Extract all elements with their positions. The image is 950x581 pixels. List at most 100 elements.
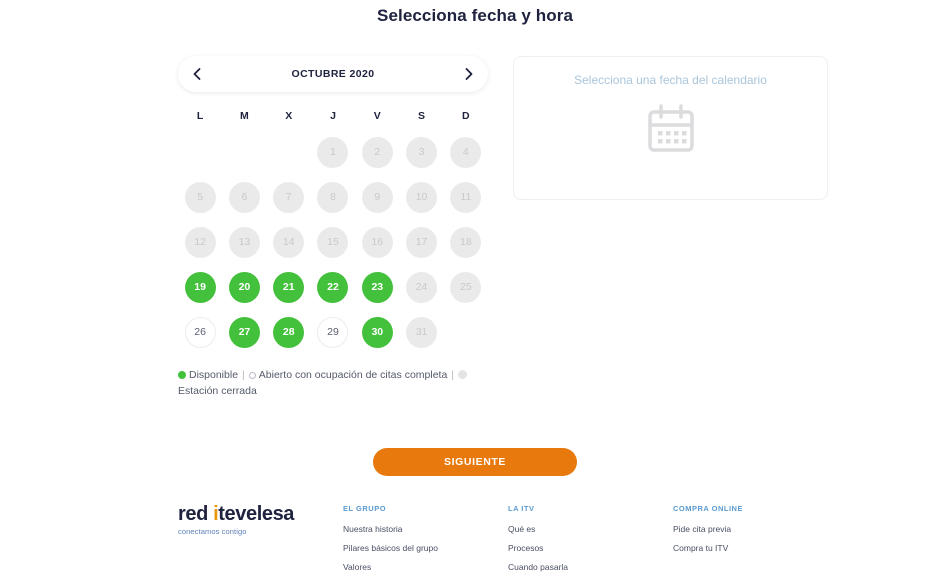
calendar-day-cell: 3 bbox=[399, 134, 443, 171]
calendar-day-blank bbox=[222, 134, 266, 171]
next-month-button[interactable] bbox=[454, 59, 484, 89]
calendar-day-21[interactable]: 21 bbox=[273, 272, 305, 303]
calendar-day-cell: 13 bbox=[222, 224, 266, 261]
calendar-day-3: 3 bbox=[406, 137, 438, 168]
weekday-label: L bbox=[196, 110, 204, 122]
calendar-day-cell: 14 bbox=[267, 224, 311, 261]
calendar-day-12: 12 bbox=[184, 227, 216, 258]
calendar-day-cell: 16 bbox=[355, 224, 399, 261]
footer-link[interactable]: Pilares básicos del grupo bbox=[343, 542, 438, 553]
footer-link[interactable]: Valores bbox=[343, 561, 372, 572]
calendar-day-8: 8 bbox=[317, 182, 349, 213]
footer-link[interactable]: Procesos bbox=[508, 542, 544, 553]
footer-column-el-grupo: EL GRUPO Nuestra historia Pilares básico… bbox=[343, 504, 508, 581]
calendar-day-cell: 1 bbox=[311, 134, 355, 171]
calendar-day-cell: 25 bbox=[444, 269, 488, 306]
footer-link[interactable]: Compra tu ITV bbox=[673, 542, 729, 553]
legend-full-icon bbox=[248, 372, 256, 379]
calendar-day-14: 14 bbox=[273, 227, 305, 258]
calendar-day-25: 25 bbox=[450, 272, 482, 303]
logo-text-before: red bbox=[178, 502, 214, 525]
footer-column-compra-online: COMPRA ONLINE Pide cita previa Compra tu… bbox=[673, 504, 853, 581]
calendar-day-20[interactable]: 20 bbox=[228, 272, 260, 303]
calendar-day-22[interactable]: 22 bbox=[317, 272, 349, 303]
calendar-day-30[interactable]: 30 bbox=[361, 317, 393, 348]
footer-link[interactable]: Qué es bbox=[508, 523, 536, 534]
calendar-day-cell: 19 bbox=[178, 269, 222, 306]
legend-available-label: Disponible bbox=[189, 369, 239, 381]
calendar-day-4: 4 bbox=[450, 137, 482, 168]
footer-heading: COMPRA ONLINE bbox=[673, 503, 743, 513]
calendar-day-18: 18 bbox=[450, 227, 482, 258]
weekday-label: D bbox=[462, 110, 470, 122]
footer-logo[interactable]: red itevelesa conectamos contigo bbox=[178, 504, 343, 581]
calendar-day-cell: 2 bbox=[355, 134, 399, 171]
calendar-weekday-header: L M X J V S D bbox=[178, 110, 488, 122]
calendar-day-17: 17 bbox=[406, 227, 438, 258]
calendar-day-13: 13 bbox=[228, 227, 260, 258]
calendar-day-cell: 8 bbox=[311, 179, 355, 216]
calendar-day-26[interactable]: 26 bbox=[184, 317, 216, 348]
logo-text: red itevelesa bbox=[178, 504, 343, 524]
calendar-day-11: 11 bbox=[450, 182, 482, 213]
calendar-legend: Disponible | Abierto con ocupación de cita… bbox=[178, 367, 478, 400]
calendar-day-cell: 27 bbox=[222, 314, 266, 351]
calendar-day-cell: 7 bbox=[267, 179, 311, 216]
calendar-day-10: 10 bbox=[406, 182, 438, 213]
prev-month-button[interactable] bbox=[182, 59, 212, 89]
calendar-day-16: 16 bbox=[361, 227, 393, 258]
calendar-day-28[interactable]: 28 bbox=[273, 317, 305, 348]
legend-separator: | bbox=[451, 369, 455, 381]
calendar-day-cell: 21 bbox=[267, 269, 311, 306]
footer-link[interactable]: Cuando pasarla bbox=[508, 561, 569, 572]
day-placeholder bbox=[185, 137, 216, 168]
calendar-day-cell: 17 bbox=[399, 224, 443, 261]
day-placeholder bbox=[273, 137, 304, 168]
weekday-label: J bbox=[330, 110, 336, 122]
calendar-day-cell: 24 bbox=[399, 269, 443, 306]
legend-closed-label: Estación cerrada bbox=[178, 385, 257, 398]
calendar-day-1: 1 bbox=[317, 137, 349, 168]
calendar-day-7: 7 bbox=[273, 182, 305, 213]
weekday-label: X bbox=[285, 110, 293, 122]
calendar-day-cell: 9 bbox=[355, 179, 399, 216]
chevron-left-icon bbox=[193, 68, 201, 80]
logo-accent-letter: i bbox=[213, 502, 219, 525]
footer-link[interactable]: Pide cita previa bbox=[673, 523, 732, 534]
calendar-day-cell: 28 bbox=[267, 314, 311, 351]
calendar-day-23[interactable]: 23 bbox=[361, 272, 393, 303]
calendar-day-cell: 26 bbox=[178, 314, 222, 351]
calendar-day-24: 24 bbox=[406, 272, 438, 303]
footer: red itevelesa conectamos contigo EL GRUP… bbox=[0, 476, 950, 581]
calendar-day-29[interactable]: 29 bbox=[317, 317, 349, 348]
calendar-day-cell: 6 bbox=[222, 179, 266, 216]
calendar-day-cell: 5 bbox=[178, 179, 222, 216]
legend-closed-icon bbox=[458, 370, 468, 379]
calendar-day-2: 2 bbox=[361, 137, 393, 168]
calendar-day-5: 5 bbox=[184, 182, 216, 213]
calendar-day-15: 15 bbox=[317, 227, 349, 258]
calendar-day-19[interactable]: 19 bbox=[184, 272, 216, 303]
legend-full-label: Abierto con ocupación de citas completa bbox=[258, 369, 448, 381]
calendar-days-grid: 1 2 3 4 5 6 7 8 9 10 11 12 13 14 15 16 17 18 19 20 21 22 23 24 2… bbox=[178, 134, 488, 351]
calendar-day-cell: 22 bbox=[311, 269, 355, 306]
calendar-day-cell: 20 bbox=[222, 269, 266, 306]
calendar-day-cell: 30 bbox=[355, 314, 399, 351]
calendar-day-cell: 4 bbox=[444, 134, 488, 171]
footer-link[interactable]: Nuestra historia bbox=[343, 523, 403, 534]
calendar-day-cell: 29 bbox=[311, 314, 355, 351]
footer-column-la-itv: LA ITV Qué es Procesos Cuando pasarla bbox=[508, 504, 673, 581]
next-button[interactable]: SIGUIENTE bbox=[373, 447, 577, 476]
legend-separator: | bbox=[242, 369, 245, 381]
calendar-day-cell: 18 bbox=[444, 224, 488, 261]
page-title: Selecciona fecha y hora bbox=[377, 6, 573, 25]
day-placeholder bbox=[229, 137, 260, 168]
calendar-day-27[interactable]: 27 bbox=[228, 317, 260, 348]
calendar-day-cell: 15 bbox=[311, 224, 355, 261]
calendar-day-cell: 11 bbox=[444, 179, 488, 216]
calendar-day-blank bbox=[267, 134, 311, 171]
logo-text-after: tevelesa bbox=[218, 502, 295, 525]
calendar-day-cell: 12 bbox=[178, 224, 222, 261]
